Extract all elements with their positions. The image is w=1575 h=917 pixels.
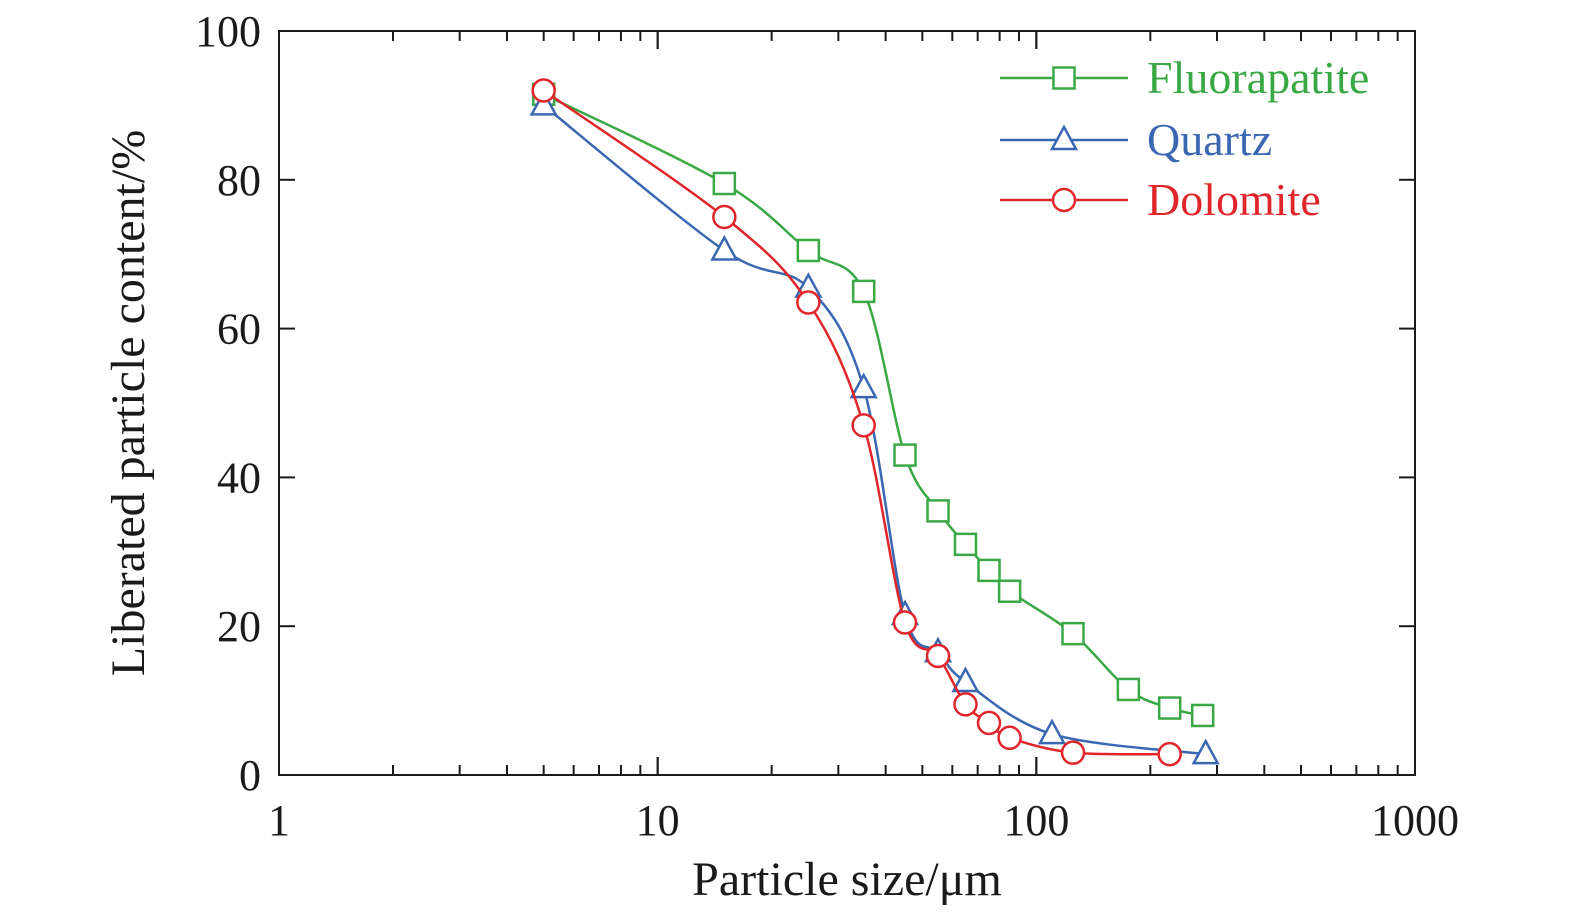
data-point-quartz <box>951 666 980 693</box>
y-tick-label: 0 <box>239 751 261 800</box>
series-layer <box>529 78 1220 767</box>
y-tick-label: 100 <box>195 7 261 56</box>
data-point-fluorapatite <box>953 532 978 557</box>
data-point-fluorapatite <box>977 558 1001 583</box>
data-point-fluorapatite <box>1116 677 1141 702</box>
legend-marker-quartz <box>1049 124 1079 151</box>
data-point-fluorapatite <box>851 279 876 304</box>
data-point-fluorapatite <box>926 499 950 523</box>
legend-item-fluorapatite: Fluorapatite <box>1000 52 1369 103</box>
data-point-dolomite <box>851 413 876 438</box>
legend-label-quartz: Quartz <box>1147 114 1272 165</box>
y-tick-label: 80 <box>217 156 261 205</box>
data-point-quartz <box>849 372 878 399</box>
data-point-dolomite <box>976 710 1002 736</box>
data-point-fluorapatite <box>997 579 1022 603</box>
legend: Fluorapatite Quartz Dolomite <box>1000 52 1369 225</box>
legend-item-dolomite: Dolomite <box>1000 174 1321 225</box>
data-point-dolomite <box>925 643 951 669</box>
plot-frame <box>278 30 1416 776</box>
data-point-fluorapatite <box>796 238 821 263</box>
data-point-dolomite <box>531 78 556 103</box>
data-point-fluorapatite <box>712 171 737 196</box>
x-tick-label: 1 <box>268 796 290 845</box>
data-point-dolomite <box>1060 740 1086 765</box>
data-point-quartz <box>1037 718 1067 745</box>
axis-ticks <box>278 30 1416 776</box>
legend-item-quartz: Quartz <box>1000 114 1272 165</box>
data-point-dolomite <box>892 610 918 635</box>
legend-label-dolomite: Dolomite <box>1147 174 1321 225</box>
x-tick-label: 10 <box>636 796 680 845</box>
data-point-quartz <box>710 234 739 261</box>
y-tick-label: 60 <box>217 305 261 354</box>
legend-marker-fluorapatite <box>1052 66 1076 90</box>
data-point-fluorapatite <box>1190 703 1215 728</box>
data-point-dolomite <box>796 290 821 315</box>
legend-marker-dolomite <box>1051 187 1077 213</box>
series-dolomite <box>531 78 1182 767</box>
x-tick-label: 1000 <box>1371 796 1459 845</box>
x-tick-label: 100 <box>1003 796 1069 845</box>
data-point-dolomite <box>712 204 737 230</box>
y-tick-label: 40 <box>217 453 261 502</box>
data-point-quartz <box>1191 738 1220 765</box>
data-point-dolomite <box>953 692 978 717</box>
data-point-fluorapatite <box>1061 621 1085 646</box>
data-point-quartz <box>529 89 558 116</box>
data-point-fluorapatite <box>1157 696 1182 720</box>
axis-tick-labels: 1 10 100 1000 0 20 40 60 80 100 <box>195 7 1459 845</box>
data-point-dolomite <box>1157 741 1182 767</box>
data-point-fluorapatite <box>893 443 917 467</box>
legend-label-fluorapatite: Fluorapatite <box>1147 52 1369 103</box>
y-axis-title: Liberated particle content/% <box>102 130 155 676</box>
x-axis-title: Particle size/μm <box>692 853 1002 906</box>
y-tick-label: 20 <box>217 602 261 651</box>
data-point-dolomite <box>997 725 1022 751</box>
